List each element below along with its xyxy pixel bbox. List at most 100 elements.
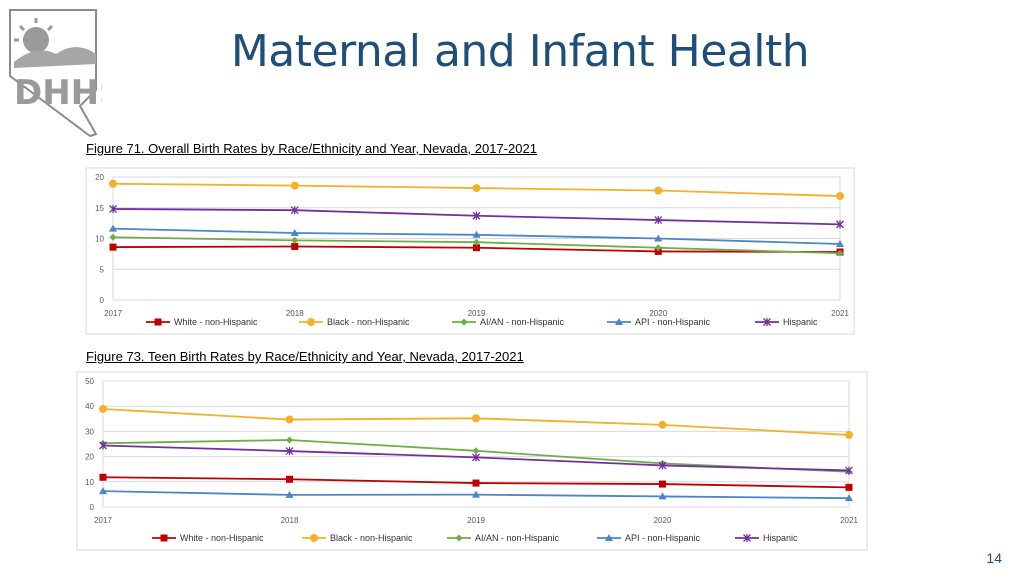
fig71-data-point <box>836 192 844 201</box>
fig73-legend-marker <box>605 534 613 541</box>
fig73-data-point <box>658 461 667 470</box>
fig73-x-tick-label: 2017 <box>94 516 112 525</box>
fig71-legend-item: Hispanic <box>755 317 818 327</box>
fig73-legend-item: API - non-Hispanic <box>597 533 701 543</box>
fig71-legend-marker <box>763 318 771 326</box>
fig73-data-point <box>845 466 853 475</box>
dhhs-logo: DHHS <box>9 9 102 138</box>
fig73-y-tick-label: 20 <box>85 453 94 462</box>
fig71-data-point <box>654 186 663 195</box>
figure-73-line-chart: 0 10 20 30 40 50 2017 2018 2019 2020 2021 White - n… <box>76 371 868 551</box>
fig71-legend-item: AI/AN - non-Hispanic <box>452 317 565 327</box>
fig73-legend-label: Hispanic <box>763 533 798 543</box>
fig71-legend-label: API - non-Hispanic <box>635 317 711 327</box>
figure-73-caption: Figure 73. Teen Birth Rates by Race/Ethn… <box>86 349 524 364</box>
fig71-y-tick-label: 15 <box>95 204 104 213</box>
fig73-data-point <box>99 473 107 481</box>
fig73-series-3 <box>99 487 853 502</box>
fig71-legend-item: Black - non-Hispanic <box>299 317 410 327</box>
fig73-y-tick-label: 30 <box>85 427 94 436</box>
fig73-data-point <box>658 420 667 429</box>
fig73-series-0 <box>99 473 853 491</box>
fig71-data-point <box>109 204 117 213</box>
fig71-data-point <box>472 211 481 220</box>
fig73-data-point <box>286 475 293 483</box>
figure-71-line-chart: 0 5 10 15 20 2017 2018 2019 2020 2021 White - non-… <box>85 167 855 335</box>
fig71-data-point <box>291 242 299 250</box>
fig71-x-tick-label: 2021 <box>831 309 849 318</box>
fig71-data-point <box>109 233 117 241</box>
fig73-x-tick-label: 2019 <box>467 516 485 525</box>
fig71-series-1 <box>109 179 844 201</box>
fig73-data-point <box>99 404 107 413</box>
fig71-data-point <box>290 206 299 215</box>
fig71-x-tick-label: 2019 <box>468 309 486 318</box>
fig73-data-point <box>99 487 107 495</box>
fig73-legend-label: White - non-Hispanic <box>180 533 264 543</box>
fig73-data-point <box>472 479 480 487</box>
fig71-data-point <box>654 247 662 255</box>
fig71-data-point <box>836 220 844 229</box>
fig73-legend-marker <box>160 534 168 542</box>
fig73-x-tick-label: 2021 <box>840 516 858 525</box>
fig73-legend-item: Hispanic <box>735 533 798 543</box>
fig71-data-point <box>473 238 480 246</box>
fig71-series-4 <box>109 204 844 229</box>
fig71-x-tick-label: 2017 <box>104 309 122 318</box>
figure-71-caption: Figure 71. Overall Birth Rates by Race/E… <box>86 141 537 156</box>
fig71-y-tick-label: 5 <box>100 265 105 274</box>
fig71-series-3 <box>109 224 844 248</box>
fig73-legend-label: Black - non-Hispanic <box>330 533 413 543</box>
fig73-data-point <box>285 415 294 424</box>
fig71-y-tick-label: 10 <box>95 235 104 244</box>
fig71-data-point <box>290 228 299 236</box>
fig71-legend-marker <box>615 318 623 325</box>
fig73-data-point <box>845 494 853 502</box>
fig71-data-point <box>836 249 844 257</box>
fig71-y-tick-label: 20 <box>95 173 104 182</box>
fig71-legend-item: API - non-Hispanic <box>607 317 711 327</box>
fig71-data-point <box>472 230 481 238</box>
fig71-legend-label: White - non-Hispanic <box>174 317 258 327</box>
fig71-legend-item: White - non-Hispanic <box>146 317 258 327</box>
fig71-data-point <box>473 244 480 252</box>
fig73-x-tick-label: 2020 <box>654 516 672 525</box>
fig71-data-point <box>654 234 663 242</box>
fig71-chart-frame <box>85 167 855 335</box>
fig73-y-tick-label: 40 <box>85 402 94 411</box>
fig73-x-tick-label: 2018 <box>281 516 299 525</box>
fig73-y-tick-label: 0 <box>90 503 95 512</box>
fig71-legend-label: Hispanic <box>783 317 818 327</box>
fig73-legend-item: White - non-Hispanic <box>152 533 264 543</box>
fig73-legend-marker <box>310 534 318 542</box>
fig71-data-point <box>472 184 481 193</box>
fig73-legend-item: AI/AN - non-Hispanic <box>447 533 560 543</box>
fig71-legend-label: Black - non-Hispanic <box>327 317 410 327</box>
fig73-data-point <box>845 430 853 439</box>
fig73-series-4 <box>99 441 853 475</box>
fig73-legend-label: API - non-Hispanic <box>625 533 701 543</box>
fig73-legend-marker <box>743 534 751 542</box>
fig71-legend-marker <box>154 318 162 326</box>
fig71-data-point <box>836 240 844 248</box>
fig73-legend-marker <box>455 534 463 542</box>
fig71-data-point <box>654 216 663 225</box>
fig73-data-point <box>472 414 480 423</box>
fig73-series-1 <box>99 404 853 439</box>
fig71-legend-marker <box>460 318 468 326</box>
fig73-data-point <box>472 447 480 455</box>
fig73-data-point <box>659 480 666 488</box>
fig73-data-point <box>472 490 480 498</box>
fig73-y-tick-label: 10 <box>85 478 94 487</box>
fig71-series-2 <box>109 233 844 257</box>
fig73-data-point <box>286 436 293 444</box>
fig71-legend-marker <box>307 318 315 326</box>
fig71-legend-label: AI/AN - non-Hispanic <box>480 317 565 327</box>
fig73-data-point <box>99 441 107 450</box>
fig71-data-point <box>654 244 662 252</box>
slide-title: Maternal and Infant Health <box>230 26 810 77</box>
fig73-data-point <box>658 492 667 500</box>
fig73-data-point <box>285 490 294 498</box>
page-number: 14 <box>986 550 1002 566</box>
fig73-legend-item: Black - non-Hispanic <box>302 533 413 543</box>
